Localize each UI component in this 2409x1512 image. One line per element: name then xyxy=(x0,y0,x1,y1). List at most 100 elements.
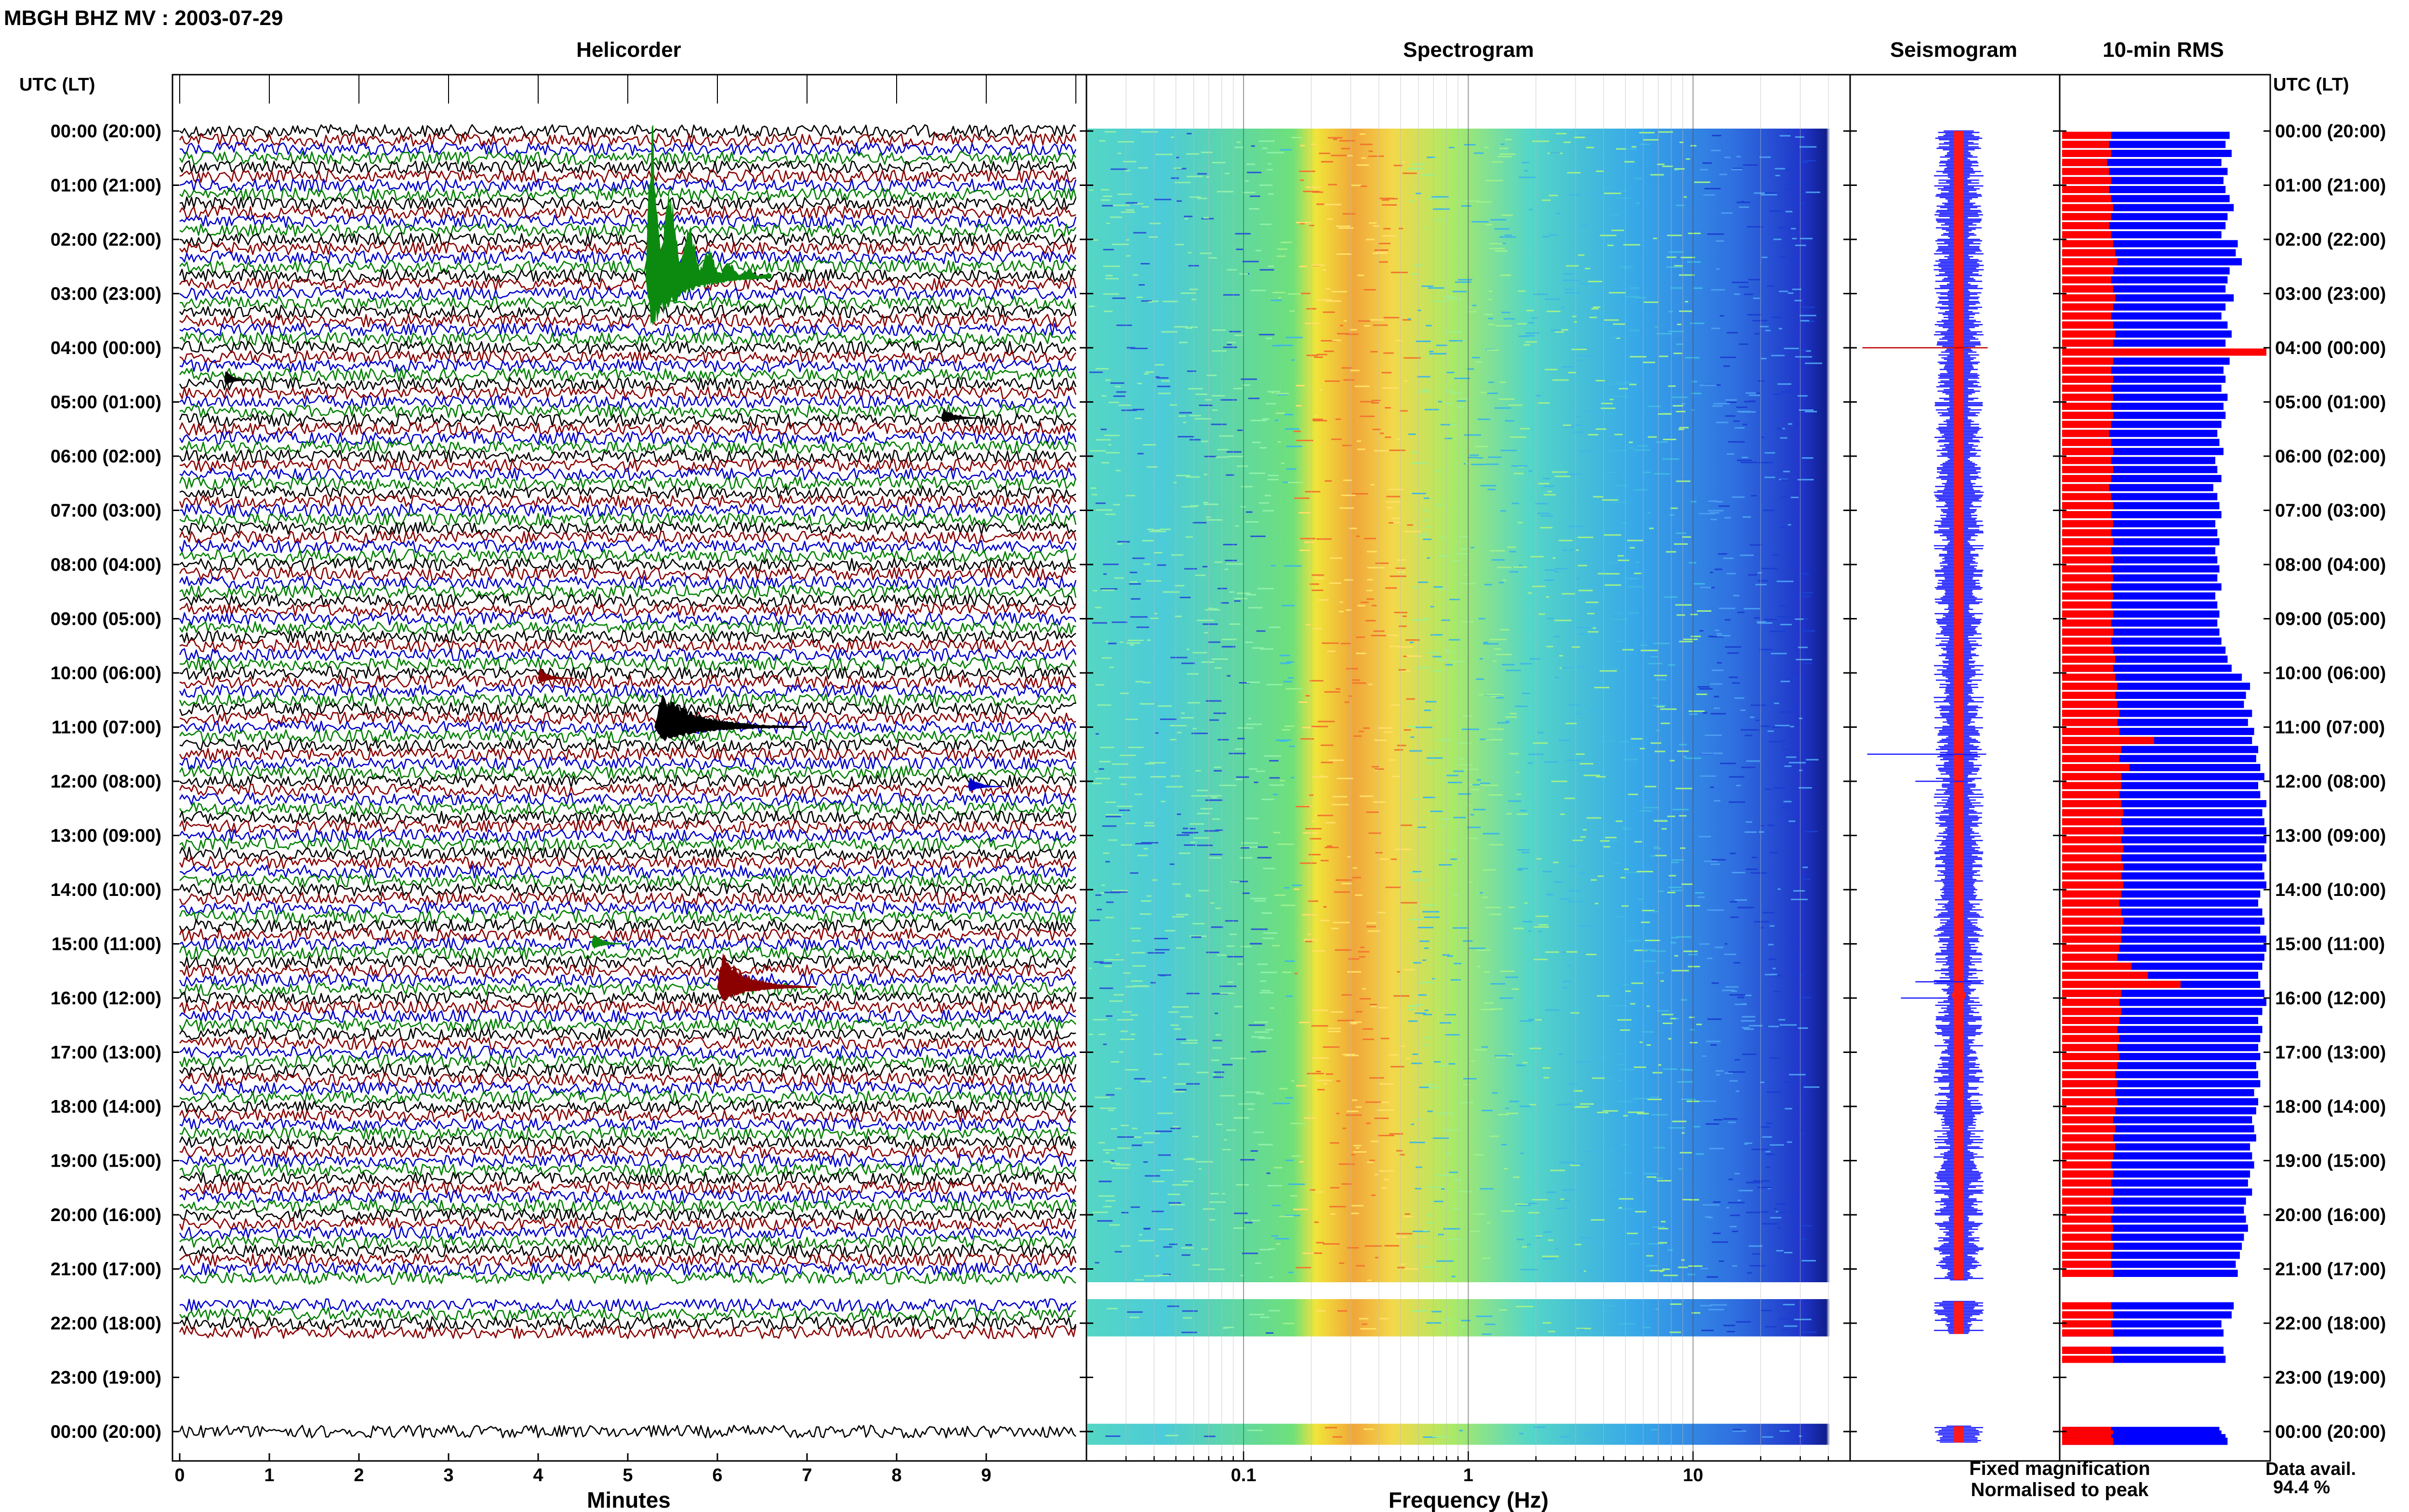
spectrogram-speckle xyxy=(1145,763,1155,765)
rms-bar-normalised xyxy=(2062,502,2113,510)
spectrogram-speckle xyxy=(1365,620,1376,621)
spectrogram-speckle xyxy=(1321,860,1329,862)
spectrogram-speckle xyxy=(1322,642,1339,644)
spectrogram-speckle xyxy=(1496,654,1512,656)
spectrogram-speckle xyxy=(1344,701,1350,703)
spectrogram-speckle xyxy=(1371,766,1379,768)
spectrogram-speckle xyxy=(1588,1270,1603,1272)
spectrogram-speckle xyxy=(1125,718,1138,720)
spectrogram-speckle xyxy=(1683,756,1687,758)
spectrogram-speckle xyxy=(1432,208,1450,210)
spectrogram-speckle xyxy=(1590,879,1597,881)
spectrogram-speckle xyxy=(1779,605,1787,607)
rms-bar-normalised xyxy=(2062,285,2113,293)
spectrogram-speckle xyxy=(1269,777,1280,779)
rms-bar-normalised xyxy=(2062,1261,2111,1268)
spectrogram-speckle xyxy=(1650,174,1664,176)
spectrogram-speckle xyxy=(1707,510,1723,512)
spectrogram-speckle xyxy=(1332,340,1341,341)
spectrogram-speckle xyxy=(1672,396,1688,398)
spectrogram-speckle xyxy=(1390,575,1406,577)
spectrogram-speckle xyxy=(1760,1310,1773,1312)
spectrogram-speckle xyxy=(1494,228,1509,230)
spectrogram-speckle xyxy=(1189,823,1204,825)
spectrogram-speckle xyxy=(1201,218,1214,220)
spectrogram-speckle xyxy=(1375,1257,1378,1259)
spectrogram-speckle xyxy=(1293,1209,1308,1210)
spectrogram-speckle xyxy=(1545,951,1559,953)
rms-bar-normalised xyxy=(2062,466,2113,473)
spectrogram-speckle xyxy=(1573,1163,1585,1165)
spectrogram-speckle xyxy=(1310,680,1324,682)
spectrogram-speckle xyxy=(1332,1436,1342,1438)
spectrogram-speckle xyxy=(1440,424,1457,426)
spectrogram-speckle xyxy=(1314,1252,1323,1254)
spectrogram-speckle xyxy=(1513,566,1527,568)
spectrogram-speckle xyxy=(1305,695,1310,697)
spectrogram-speckle xyxy=(1097,704,1112,706)
spectrogram-speckle xyxy=(1779,256,1787,258)
rms-bar-normalised xyxy=(2062,339,2113,347)
spectrogram-speckle xyxy=(1781,479,1788,481)
spectrogram-speckle xyxy=(1148,301,1153,303)
spectrogram-speckle xyxy=(1317,599,1329,601)
spectrogram-speckle xyxy=(1092,1211,1108,1213)
rms-bar-normalised xyxy=(2062,1346,2111,1354)
spectrogram-speckle xyxy=(1770,1144,1784,1146)
spectrogram-speckle xyxy=(1565,723,1577,724)
rms-bar-normalised xyxy=(2062,258,2118,265)
spectrogram-speckle xyxy=(1358,951,1369,953)
spectrogram-xtick-label: 1 xyxy=(1463,1465,1473,1486)
rms-bar-normalised xyxy=(2062,917,2124,925)
spectrogram-speckle xyxy=(1672,1120,1687,1122)
spectrogram-speckle xyxy=(1271,565,1276,566)
spectrogram-speckle xyxy=(1733,420,1740,422)
spectrogram-speckle xyxy=(1662,458,1680,460)
spectrogram-speckle xyxy=(1338,611,1344,613)
spectrogram-speckle xyxy=(1105,1200,1116,1202)
spectrogram-speckle xyxy=(1757,622,1773,624)
spectrogram-speckle xyxy=(1563,141,1571,143)
spectrogram-speckle xyxy=(1118,404,1132,406)
spectrogram-speckle xyxy=(1700,1305,1712,1307)
spectrogram-speckle xyxy=(1327,1031,1341,1032)
spectrogram-speckle xyxy=(1650,742,1661,744)
spectrogram-speckle xyxy=(1701,1268,1708,1270)
spectrogram-speckle xyxy=(1615,641,1624,643)
spectrogram-speckle xyxy=(1762,912,1774,914)
spectrogram-speckle xyxy=(1444,1014,1456,1016)
spectrogram-speckle xyxy=(1358,320,1370,322)
spectrogram-speckle xyxy=(1143,1142,1154,1144)
helicorder-trace xyxy=(179,449,1077,463)
spectrogram-speckle xyxy=(1256,1093,1265,1095)
helicorder-trace xyxy=(179,711,1076,725)
rms-bar-normalised xyxy=(2062,403,2111,410)
spectrogram-speckle xyxy=(1790,497,1799,499)
spectrogram-speckle xyxy=(1747,226,1763,228)
spectrogram-speckle xyxy=(1153,1053,1163,1055)
spectrogram-speckle xyxy=(1661,723,1670,724)
spectrogram-speckle xyxy=(1483,971,1490,973)
spectrogram-speckle xyxy=(1511,988,1519,990)
spectrogram-speckle xyxy=(1103,1161,1112,1163)
spectrogram-speckle xyxy=(1566,951,1578,953)
spectrogram-speckle xyxy=(1666,266,1683,268)
helicorder-trace xyxy=(179,250,1076,264)
spectrogram-speckle xyxy=(1421,174,1436,176)
spectrogram-speckle xyxy=(1291,776,1295,778)
spectrogram-speckle xyxy=(1279,740,1287,742)
spectrogram-speckle xyxy=(1527,592,1532,594)
spectrogram-speckle xyxy=(1246,594,1257,596)
spectrogram-speckle xyxy=(1618,741,1630,743)
spectrogram-speckle xyxy=(1226,945,1235,947)
spectrogram-speckle xyxy=(1524,170,1528,172)
spectrogram-speckle xyxy=(1799,1133,1804,1135)
spectrogram-speckle xyxy=(1341,882,1352,884)
spectrogram-speckle xyxy=(1462,728,1479,730)
helicorder-trace xyxy=(179,476,1077,490)
rms-bar-normalised xyxy=(2062,439,2111,446)
spectrogram-speckle xyxy=(1777,888,1781,890)
spectrogram-speckle xyxy=(1275,420,1279,421)
spectrogram-speckle xyxy=(1184,215,1193,217)
spectrogram-speckle xyxy=(1286,446,1302,447)
